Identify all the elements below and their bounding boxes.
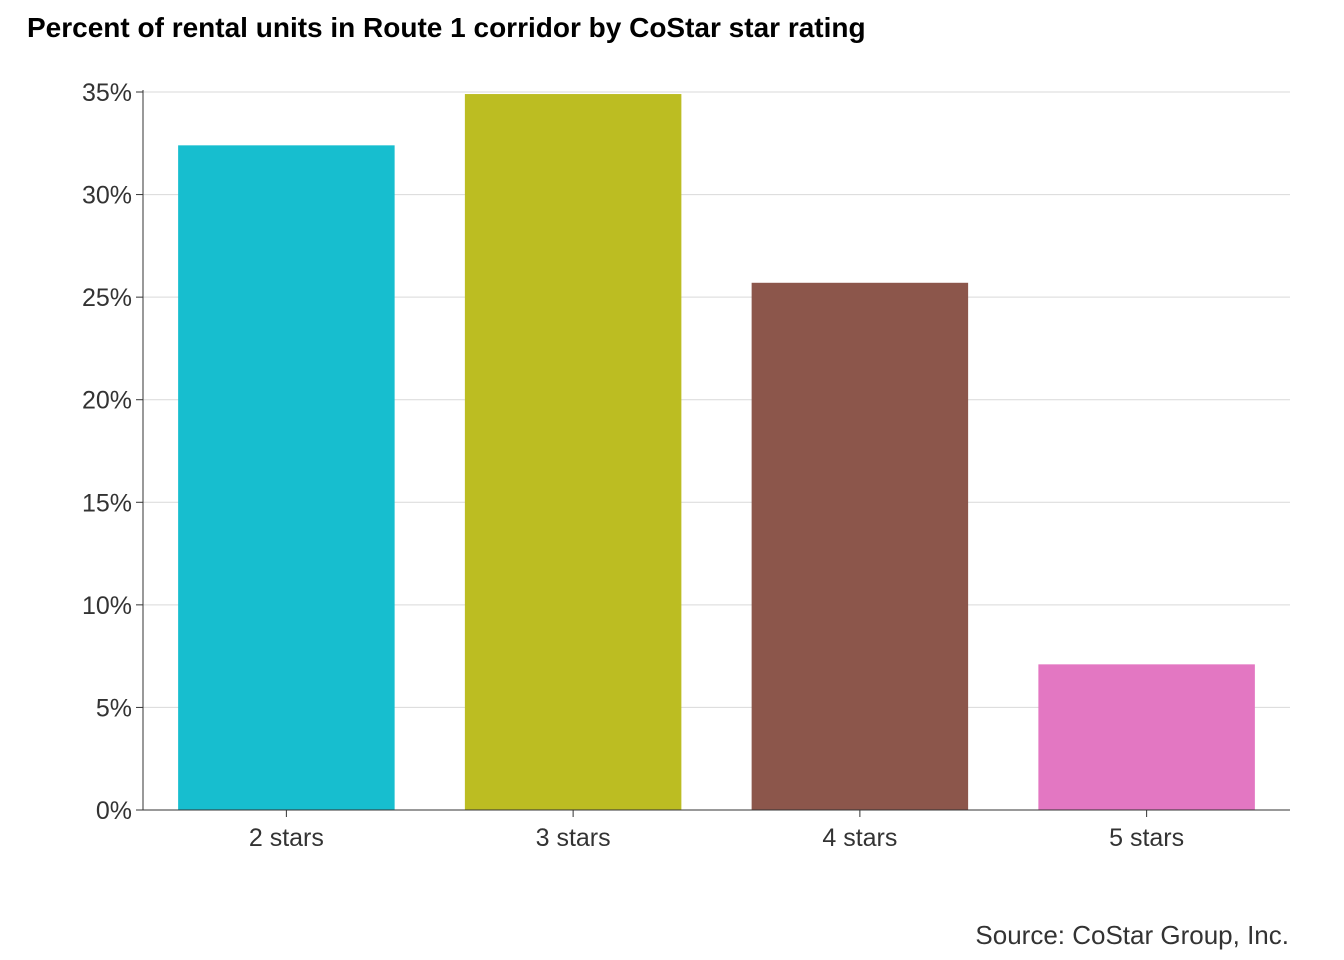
y-tick-label: 5%	[96, 694, 132, 722]
x-tick-label: 5 stars	[1109, 824, 1184, 852]
bar-4-stars	[751, 282, 969, 811]
y-tick-label: 10%	[82, 592, 132, 620]
axes	[136, 90, 1290, 817]
x-tick-label: 2 stars	[249, 824, 324, 852]
y-tick-label: 30%	[82, 182, 132, 210]
x-tick-label: 3 stars	[536, 824, 611, 852]
y-tick-label: 15%	[82, 489, 132, 517]
bar-3-stars	[464, 94, 682, 810]
source-note: Source: CoStar Group, Inc.	[975, 920, 1289, 950]
bar-5-stars	[1038, 664, 1255, 810]
y-tick-label: 20%	[82, 387, 132, 415]
y-tick-label: 25%	[82, 284, 132, 312]
x-tick-label: 4 stars	[822, 824, 897, 852]
bar-2-stars	[178, 145, 395, 810]
y-tick-label: 35%	[82, 79, 132, 107]
chart-title: Percent of rental units in Route 1 corri…	[27, 12, 866, 43]
bars	[178, 94, 1255, 811]
tick-labels: 0% 5% 10% 15% 20% 25% 30% 35% 2 stars 3 stars 4 st…	[82, 79, 1184, 852]
y-tick-label: 0%	[96, 797, 132, 825]
